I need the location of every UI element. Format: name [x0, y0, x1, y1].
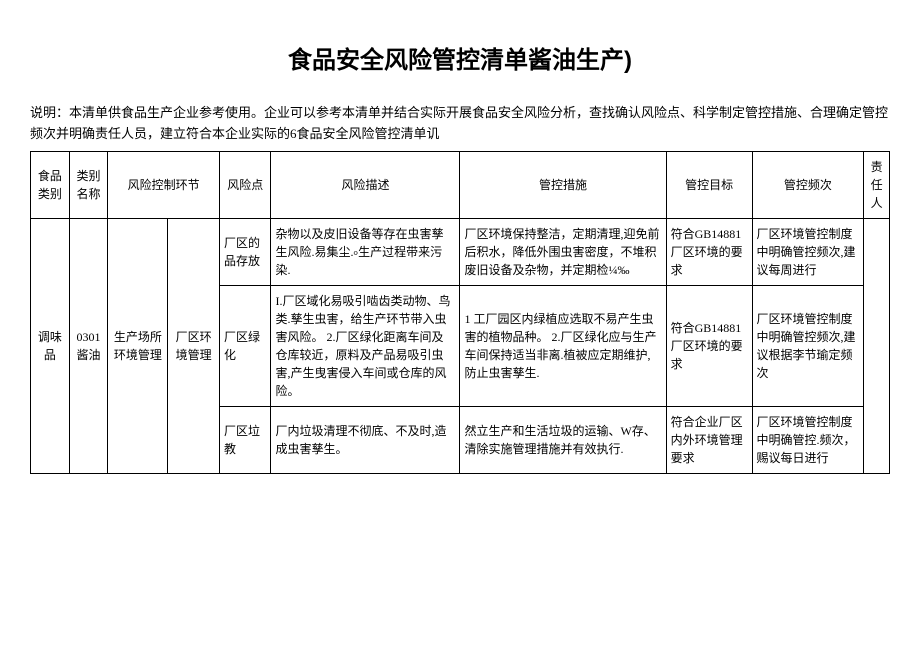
cell-category-name: 0301酱油 [69, 218, 108, 473]
risk-control-table: 食品类别 类别名称 风险控制环节 风险点 风险描述 管控措施 管控目标 管控频次… [30, 151, 890, 474]
col-control-goal: 管控目标 [666, 151, 752, 218]
cell-control-measures: 1 工厂园区内绿植应选取不易产生虫害的植物品种。 2.厂区绿化应与生产车间保持适… [460, 285, 666, 406]
cell-risk-point: 厂区绿化 [219, 285, 271, 406]
cell-control-goal: 符合GB14881厂区环境的要求 [666, 285, 752, 406]
cell-link-sub: 厂区环境管理 [168, 218, 220, 473]
cell-control-frequency: 厂区环境管控制度中明确管控频次,建议每周进行 [752, 218, 864, 285]
cell-control-measures: 然立生产和生活垃圾的运输、W存、清除实施管理措施并有效执行. [460, 406, 666, 473]
cell-control-frequency: 厂区环境管控制度中明确管控.频次，赐议每日进行 [752, 406, 864, 473]
cell-risk-description: 杂物以及皮旧设备等存在虫害孳生风险.易集尘.৹生产过程带来污染. [271, 218, 460, 285]
cell-link-main: 生产场所环境管理 [108, 218, 168, 473]
col-control-measures: 管控措施 [460, 151, 666, 218]
col-food-category: 食品类别 [31, 151, 70, 218]
col-risk-description: 风险描述 [271, 151, 460, 218]
col-risk-point: 风险点 [219, 151, 271, 218]
cell-control-goal: 符合企业厂区内外环境管理要求 [666, 406, 752, 473]
cell-risk-description: 厂内垃圾清理不彻底、不及时,造成虫害孳生。 [271, 406, 460, 473]
col-control-frequency: 管控频次 [752, 151, 864, 218]
cell-control-frequency: 厂区环境管控制度中明确管控频次,建议根据李节瑜定频次 [752, 285, 864, 406]
description-text: 说明：本清单供食品生产企业参考使用。企业可以参考本清单并结合实际开展食品安全风险… [30, 103, 890, 145]
cell-risk-point: 厂区的品存放 [219, 218, 271, 285]
cell-food-category: 调味品 [31, 218, 70, 473]
cell-control-goal: 符合GB14881厂区环境的要求 [666, 218, 752, 285]
cell-responsible [864, 218, 890, 473]
page-title: 食品安全风险管控清单酱油生产) [30, 40, 890, 75]
cell-risk-point: 厂区垃教 [219, 406, 271, 473]
col-risk-link: 风险控制环节 [108, 151, 220, 218]
cell-control-measures: 厂区环境保持整洁，定期清理,迎免前后积水，降低外围虫害密度，不堆积废旧设备及杂物… [460, 218, 666, 285]
col-category-name: 类别名称 [69, 151, 108, 218]
cell-risk-description: I.厂区域化易吸引啮齿类动物、鸟类.孳生虫害，给生产环节带入虫害风险。 2.厂区… [271, 285, 460, 406]
table-row: 调味品 0301酱油 生产场所环境管理 厂区环境管理 厂区的品存放 杂物以及皮旧… [31, 218, 890, 285]
col-responsible: 责任人 [864, 151, 890, 218]
table-header-row: 食品类别 类别名称 风险控制环节 风险点 风险描述 管控措施 管控目标 管控频次… [31, 151, 890, 218]
